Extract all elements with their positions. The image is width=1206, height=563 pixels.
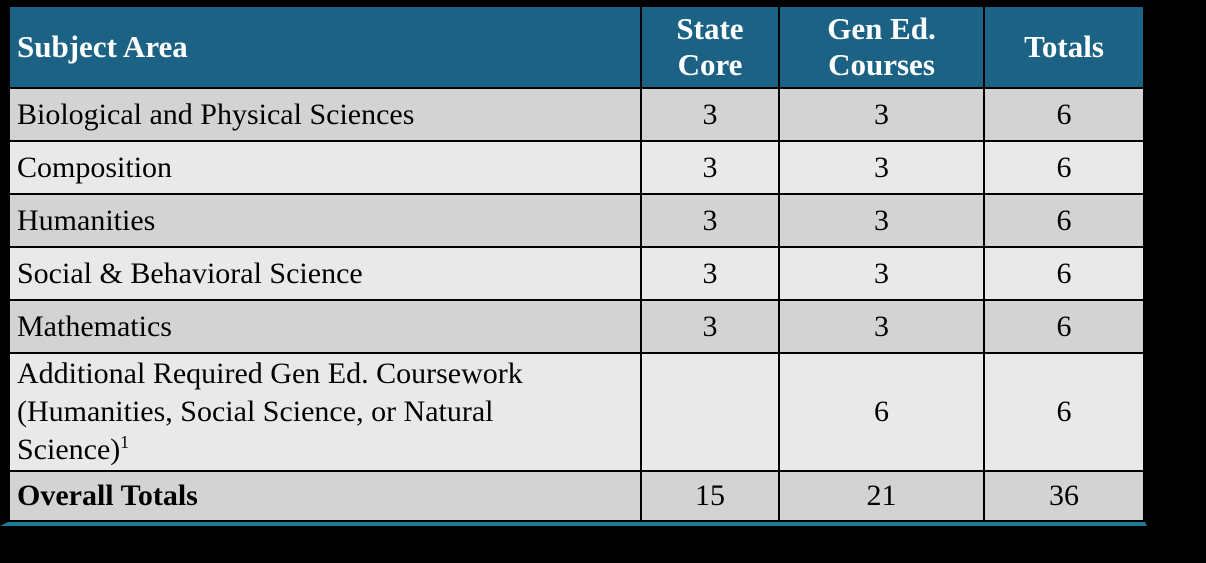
table-header: Subject Area State Core Gen Ed. Courses … (8, 5, 1145, 89)
state-core-cell: 3 (640, 299, 780, 354)
subject-cell: Humanities (8, 193, 642, 248)
credit-table-frame: Subject Area State Core Gen Ed. Courses … (0, 0, 1147, 527)
gen-ed-cell: 6 (778, 351, 985, 473)
gen-ed-total-cell: 21 (778, 470, 985, 523)
table-row-mathematics: Mathematics 3 3 6 (8, 299, 1145, 354)
credit-distribution-table: Subject Area State Core Gen Ed. Courses … (8, 5, 1145, 523)
subject-text-main: Additional Required Gen Ed. Coursework (… (17, 357, 523, 467)
overall-totals-label: Overall Totals (8, 470, 642, 523)
header-row: Subject Area State Core Gen Ed. Courses … (8, 5, 1145, 89)
state-core-cell: 3 (640, 193, 780, 248)
totals-cell: 6 (983, 87, 1145, 142)
subject-cell: Social & Behavioral Science (8, 246, 642, 301)
table-row-composition: Composition 3 3 6 (8, 140, 1145, 195)
totals-cell: 6 (983, 193, 1145, 248)
state-core-cell (640, 351, 780, 473)
col-header-totals: Totals (983, 5, 1145, 89)
totals-cell: 6 (983, 299, 1145, 354)
gen-ed-cell: 3 (778, 87, 985, 142)
state-core-cell: 3 (640, 87, 780, 142)
totals-cell: 6 (983, 140, 1145, 195)
table-row-overall-totals: Overall Totals 15 21 36 (8, 470, 1145, 523)
footnote-marker: 1 (120, 432, 129, 453)
col-header-state-core: State Core (640, 5, 780, 89)
table-row-additional-gen-ed-coursework: Additional Required Gen Ed. Coursework (… (8, 351, 1145, 473)
table-body: Biological and Physical Sciences 3 3 6 C… (8, 87, 1145, 523)
totals-cell: 6 (983, 246, 1145, 301)
col-header-subject-area: Subject Area (8, 5, 642, 89)
totals-cell: 6 (983, 351, 1145, 473)
gen-ed-cell: 3 (778, 140, 985, 195)
table-row-biological-physical-sciences: Biological and Physical Sciences 3 3 6 (8, 87, 1145, 142)
state-core-cell: 3 (640, 246, 780, 301)
col-header-gen-ed-courses: Gen Ed. Courses (778, 5, 985, 89)
gen-ed-cell: 3 (778, 193, 985, 248)
state-core-total-cell: 15 (640, 470, 780, 523)
subject-cell: Mathematics (8, 299, 642, 354)
gen-ed-cell: 3 (778, 246, 985, 301)
state-core-cell: 3 (640, 140, 780, 195)
table-row-humanities: Humanities 3 3 6 (8, 193, 1145, 248)
subject-text: Additional Required Gen Ed. Coursework (… (17, 355, 592, 469)
subject-cell: Additional Required Gen Ed. Coursework (… (8, 351, 642, 473)
totals-total-cell: 36 (983, 470, 1145, 523)
subject-cell: Composition (8, 140, 642, 195)
subject-cell: Biological and Physical Sciences (8, 87, 642, 142)
gen-ed-cell: 3 (778, 299, 985, 354)
table-row-social-behavioral-science: Social & Behavioral Science 3 3 6 (8, 246, 1145, 301)
